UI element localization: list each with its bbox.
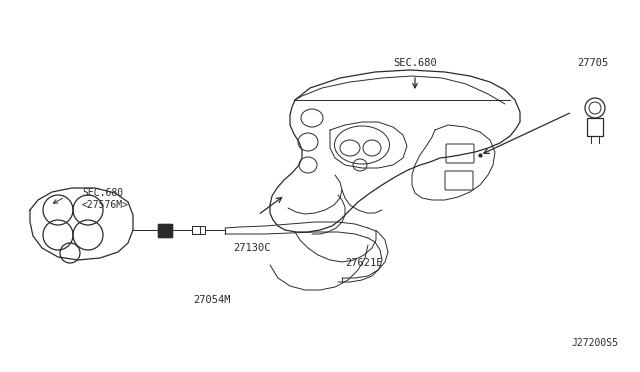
Text: SEC.680: SEC.680 xyxy=(82,188,123,198)
Text: 27705: 27705 xyxy=(577,58,609,68)
Text: J27200S5: J27200S5 xyxy=(571,338,618,348)
Text: <27576M>: <27576M> xyxy=(82,200,129,210)
Bar xyxy=(158,224,172,237)
Bar xyxy=(192,226,200,234)
Text: 27621E: 27621E xyxy=(345,258,383,268)
Text: 27130C: 27130C xyxy=(233,243,271,253)
Text: SEC.680: SEC.680 xyxy=(393,58,437,68)
Bar xyxy=(587,118,603,136)
Text: 27054M: 27054M xyxy=(193,295,230,305)
